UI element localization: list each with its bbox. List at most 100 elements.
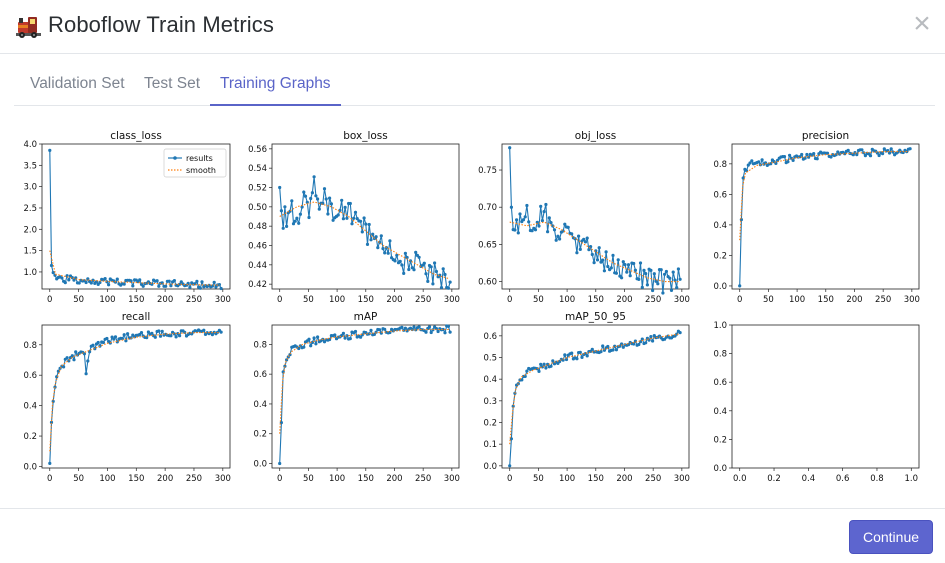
series-results-point bbox=[441, 267, 445, 271]
series-results-point bbox=[158, 334, 163, 338]
series-results-point bbox=[417, 255, 421, 259]
chart-mAP_50_95: mAP_50_95 0 50 100 150 200 250 300 0.0 0.1 0.2 0.3 0… bbox=[483, 311, 690, 484]
continue-button[interactable]: Continue bbox=[849, 520, 933, 554]
series-results-point bbox=[150, 331, 154, 335]
chart-title: box_loss bbox=[343, 130, 388, 142]
x-tick-label: 250 bbox=[415, 295, 431, 305]
series-results-point bbox=[551, 224, 555, 228]
series-results-point bbox=[644, 272, 648, 276]
series-results-point bbox=[676, 267, 681, 271]
x-tick-label: 150 bbox=[358, 295, 374, 305]
chart-frame bbox=[501, 324, 690, 469]
x-tick-label: 0 bbox=[507, 474, 512, 484]
series-results-point bbox=[374, 330, 378, 334]
series-results-point bbox=[298, 212, 302, 216]
legend-smooth-label: smooth bbox=[186, 166, 216, 175]
series-results-point bbox=[595, 258, 600, 262]
series-results-point bbox=[56, 369, 61, 373]
series-results-point bbox=[563, 222, 567, 226]
series-results-point bbox=[219, 330, 223, 334]
series-results-point bbox=[333, 333, 337, 337]
series-results-point bbox=[362, 216, 366, 220]
y-tick-label: 0.0 bbox=[483, 462, 497, 472]
series-results-point bbox=[393, 259, 397, 263]
series-results-point bbox=[443, 272, 447, 277]
series-results-point bbox=[564, 357, 569, 362]
x-tick-label: 1.0 bbox=[905, 474, 919, 484]
series-results-point bbox=[433, 261, 437, 265]
y-tick-label: 3.5 bbox=[23, 161, 37, 171]
y-tick-label: 0.60 bbox=[478, 278, 497, 288]
x-tick-label: 250 bbox=[875, 295, 891, 305]
series-results-point bbox=[546, 230, 550, 234]
tab-test-set[interactable]: Test Set bbox=[144, 75, 200, 92]
series-results-point bbox=[620, 276, 624, 280]
y-tick-label: 0.1 bbox=[483, 440, 497, 450]
close-icon[interactable]: × bbox=[913, 7, 931, 40]
series-results-point bbox=[348, 201, 352, 206]
series-results-point bbox=[544, 202, 548, 207]
y-tick-label: 0.46 bbox=[248, 242, 267, 252]
x-tick-label: 200 bbox=[386, 295, 402, 305]
series-results-point bbox=[590, 252, 594, 257]
series-results-point bbox=[516, 231, 520, 235]
y-tick-label: 0.8 bbox=[253, 340, 267, 350]
series-results-point bbox=[160, 329, 164, 333]
series-results-point bbox=[640, 337, 644, 341]
series-results-point bbox=[67, 278, 71, 282]
series-results-point bbox=[547, 216, 551, 220]
series-results-point bbox=[542, 210, 546, 214]
series-results-point bbox=[297, 346, 301, 351]
x-tick-label: 300 bbox=[444, 295, 460, 305]
series-results-point bbox=[281, 226, 285, 230]
series-results-point bbox=[558, 237, 562, 241]
series-results-point bbox=[625, 270, 629, 274]
series-results-point bbox=[439, 286, 444, 290]
series-results-point bbox=[371, 232, 375, 236]
y-tick-label: 0.2 bbox=[713, 251, 727, 261]
y-tick-label: 0.2 bbox=[253, 430, 267, 440]
chart-precision: precision 0 50 100 150 200 250 300 0.0 0.2 0.4 0.6 0… bbox=[713, 130, 920, 305]
series-results-point bbox=[84, 280, 88, 285]
series-results-point bbox=[860, 148, 864, 152]
x-tick-label: 150 bbox=[588, 474, 604, 484]
x-tick-label: 0.0 bbox=[733, 474, 747, 484]
x-tick-label: 0.4 bbox=[802, 474, 816, 484]
series-results-point bbox=[590, 347, 594, 351]
x-tick-label: 0 bbox=[47, 295, 52, 305]
series-results-point bbox=[310, 191, 314, 195]
x-tick-label: 0.6 bbox=[836, 474, 850, 484]
series-results-point bbox=[115, 277, 119, 281]
y-tick-label: 0.0 bbox=[713, 464, 727, 474]
series-results-point bbox=[539, 362, 543, 366]
legend-box bbox=[163, 148, 227, 178]
series-results-point bbox=[652, 272, 656, 276]
y-tick-label: 2.0 bbox=[23, 225, 37, 235]
series-results-point bbox=[378, 328, 382, 332]
modal-title: Roboflow Train Metrics bbox=[48, 12, 274, 37]
x-tick-label: 200 bbox=[616, 295, 632, 305]
series-results-point bbox=[122, 333, 126, 337]
series-results-point bbox=[520, 378, 524, 382]
series-results-point bbox=[566, 225, 570, 229]
series-results-point bbox=[82, 352, 86, 356]
series-results-point bbox=[412, 268, 416, 272]
series-results-point bbox=[353, 210, 358, 214]
series-results-point bbox=[340, 198, 344, 202]
series-results-point bbox=[537, 224, 541, 228]
series-results-point bbox=[446, 286, 450, 290]
y-tick-label: 1.0 bbox=[713, 321, 727, 331]
series-results-point bbox=[644, 341, 648, 345]
training-graphs-figure: class_loss 0 50 100 150 200 250 300 1.0 1.5 2.0 2.5… bbox=[23, 130, 920, 484]
y-tick-label: 0.2 bbox=[713, 435, 727, 445]
series-results-point bbox=[604, 250, 608, 254]
tab-training-graphs[interactable]: Training Graphs bbox=[210, 62, 341, 106]
chart-frame bbox=[731, 143, 920, 290]
series-results-point bbox=[570, 232, 574, 236]
series-results-point bbox=[70, 354, 74, 358]
tab-validation-set[interactable]: Validation Set bbox=[30, 75, 125, 92]
y-tick-label: 0.0 bbox=[23, 462, 37, 472]
x-tick-label: 300 bbox=[444, 474, 460, 484]
series-results-point bbox=[62, 365, 66, 369]
y-tick-label: 3.0 bbox=[23, 183, 37, 193]
